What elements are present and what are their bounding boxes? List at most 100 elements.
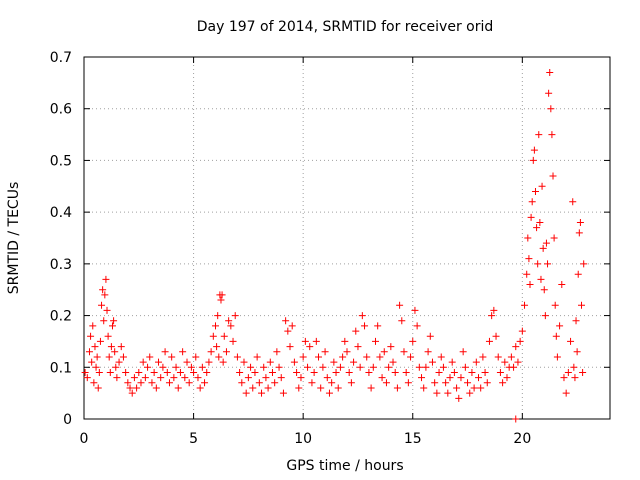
data-point	[540, 286, 548, 294]
data-point	[453, 384, 461, 392]
data-point	[107, 343, 115, 351]
data-point	[284, 327, 292, 335]
data-point	[139, 358, 147, 366]
data-point	[472, 358, 480, 366]
y-tick-label: 0.4	[50, 205, 72, 221]
data-point	[113, 374, 121, 382]
data-point	[531, 187, 539, 195]
y-tick-label: 0	[63, 412, 72, 428]
data-point	[556, 322, 564, 330]
data-point	[369, 363, 377, 371]
data-point	[400, 348, 408, 356]
data-point	[236, 368, 244, 376]
data-point	[354, 343, 362, 351]
data-point	[550, 234, 558, 242]
data-point	[233, 353, 241, 361]
data-point	[468, 368, 476, 376]
data-point	[176, 368, 184, 376]
data-point	[198, 363, 206, 371]
data-point	[117, 343, 125, 351]
data-point	[155, 358, 163, 366]
data-point	[528, 198, 536, 206]
data-point	[304, 363, 312, 371]
data-point	[112, 363, 120, 371]
data-point	[163, 368, 171, 376]
data-point	[488, 312, 496, 320]
x-tick-label: 0	[80, 431, 89, 447]
data-point	[347, 379, 355, 387]
data-point	[396, 301, 404, 309]
data-point	[88, 358, 96, 366]
data-point	[548, 131, 556, 139]
data-point	[231, 312, 239, 320]
data-point	[446, 374, 454, 382]
data-point	[393, 384, 401, 392]
data-point	[124, 379, 132, 387]
data-point	[90, 379, 98, 387]
data-point	[306, 343, 314, 351]
data-point	[264, 384, 272, 392]
data-point	[330, 358, 338, 366]
data-point	[490, 306, 498, 314]
y-tick-label: 0.2	[50, 309, 72, 325]
data-point	[308, 379, 316, 387]
data-point	[179, 348, 187, 356]
data-point	[271, 379, 279, 387]
data-point	[277, 374, 285, 382]
data-point	[205, 358, 213, 366]
data-point	[544, 260, 552, 268]
y-tick-label: 0.3	[50, 257, 72, 273]
data-point	[312, 337, 320, 345]
data-point	[159, 363, 167, 371]
data-point	[526, 281, 534, 289]
data-point	[217, 296, 225, 304]
data-point	[512, 343, 520, 351]
data-point	[552, 332, 560, 340]
data-point	[448, 358, 456, 366]
data-point	[168, 353, 176, 361]
data-point	[564, 368, 572, 376]
data-point	[457, 374, 465, 382]
data-point	[521, 301, 529, 309]
chart-title: Day 197 of 2014, SRMTID for receiver ori…	[197, 19, 494, 35]
data-point	[115, 358, 123, 366]
data-point	[150, 368, 158, 376]
data-point	[380, 348, 388, 356]
data-point	[332, 368, 340, 376]
data-point	[470, 384, 478, 392]
data-point	[409, 337, 417, 345]
data-point	[422, 363, 430, 371]
data-point	[574, 270, 582, 278]
x-tick-label: 10	[294, 431, 312, 447]
data-point	[268, 368, 276, 376]
data-point	[247, 363, 255, 371]
data-point	[539, 244, 547, 252]
x-axis-label: GPS time / hours	[286, 458, 403, 474]
data-point	[253, 353, 261, 361]
data-point	[212, 322, 219, 330]
data-point	[328, 379, 336, 387]
data-point	[262, 374, 270, 382]
data-point	[535, 131, 543, 139]
data-point	[242, 389, 250, 397]
data-point	[299, 353, 307, 361]
data-point	[402, 368, 410, 376]
data-point	[389, 358, 397, 366]
data-point	[485, 337, 493, 345]
data-point	[420, 384, 428, 392]
data-point	[286, 343, 294, 351]
data-point	[503, 374, 511, 382]
data-point	[512, 415, 520, 423]
data-point	[94, 384, 102, 392]
data-point	[227, 322, 235, 330]
data-point	[161, 348, 169, 356]
data-point	[220, 332, 228, 340]
data-point	[356, 363, 364, 371]
data-point	[105, 353, 113, 361]
data-point	[102, 275, 110, 283]
data-point	[570, 363, 578, 371]
plot-frame	[83, 56, 611, 420]
data-point	[459, 348, 467, 356]
data-point	[426, 332, 434, 340]
data-point	[387, 343, 395, 351]
